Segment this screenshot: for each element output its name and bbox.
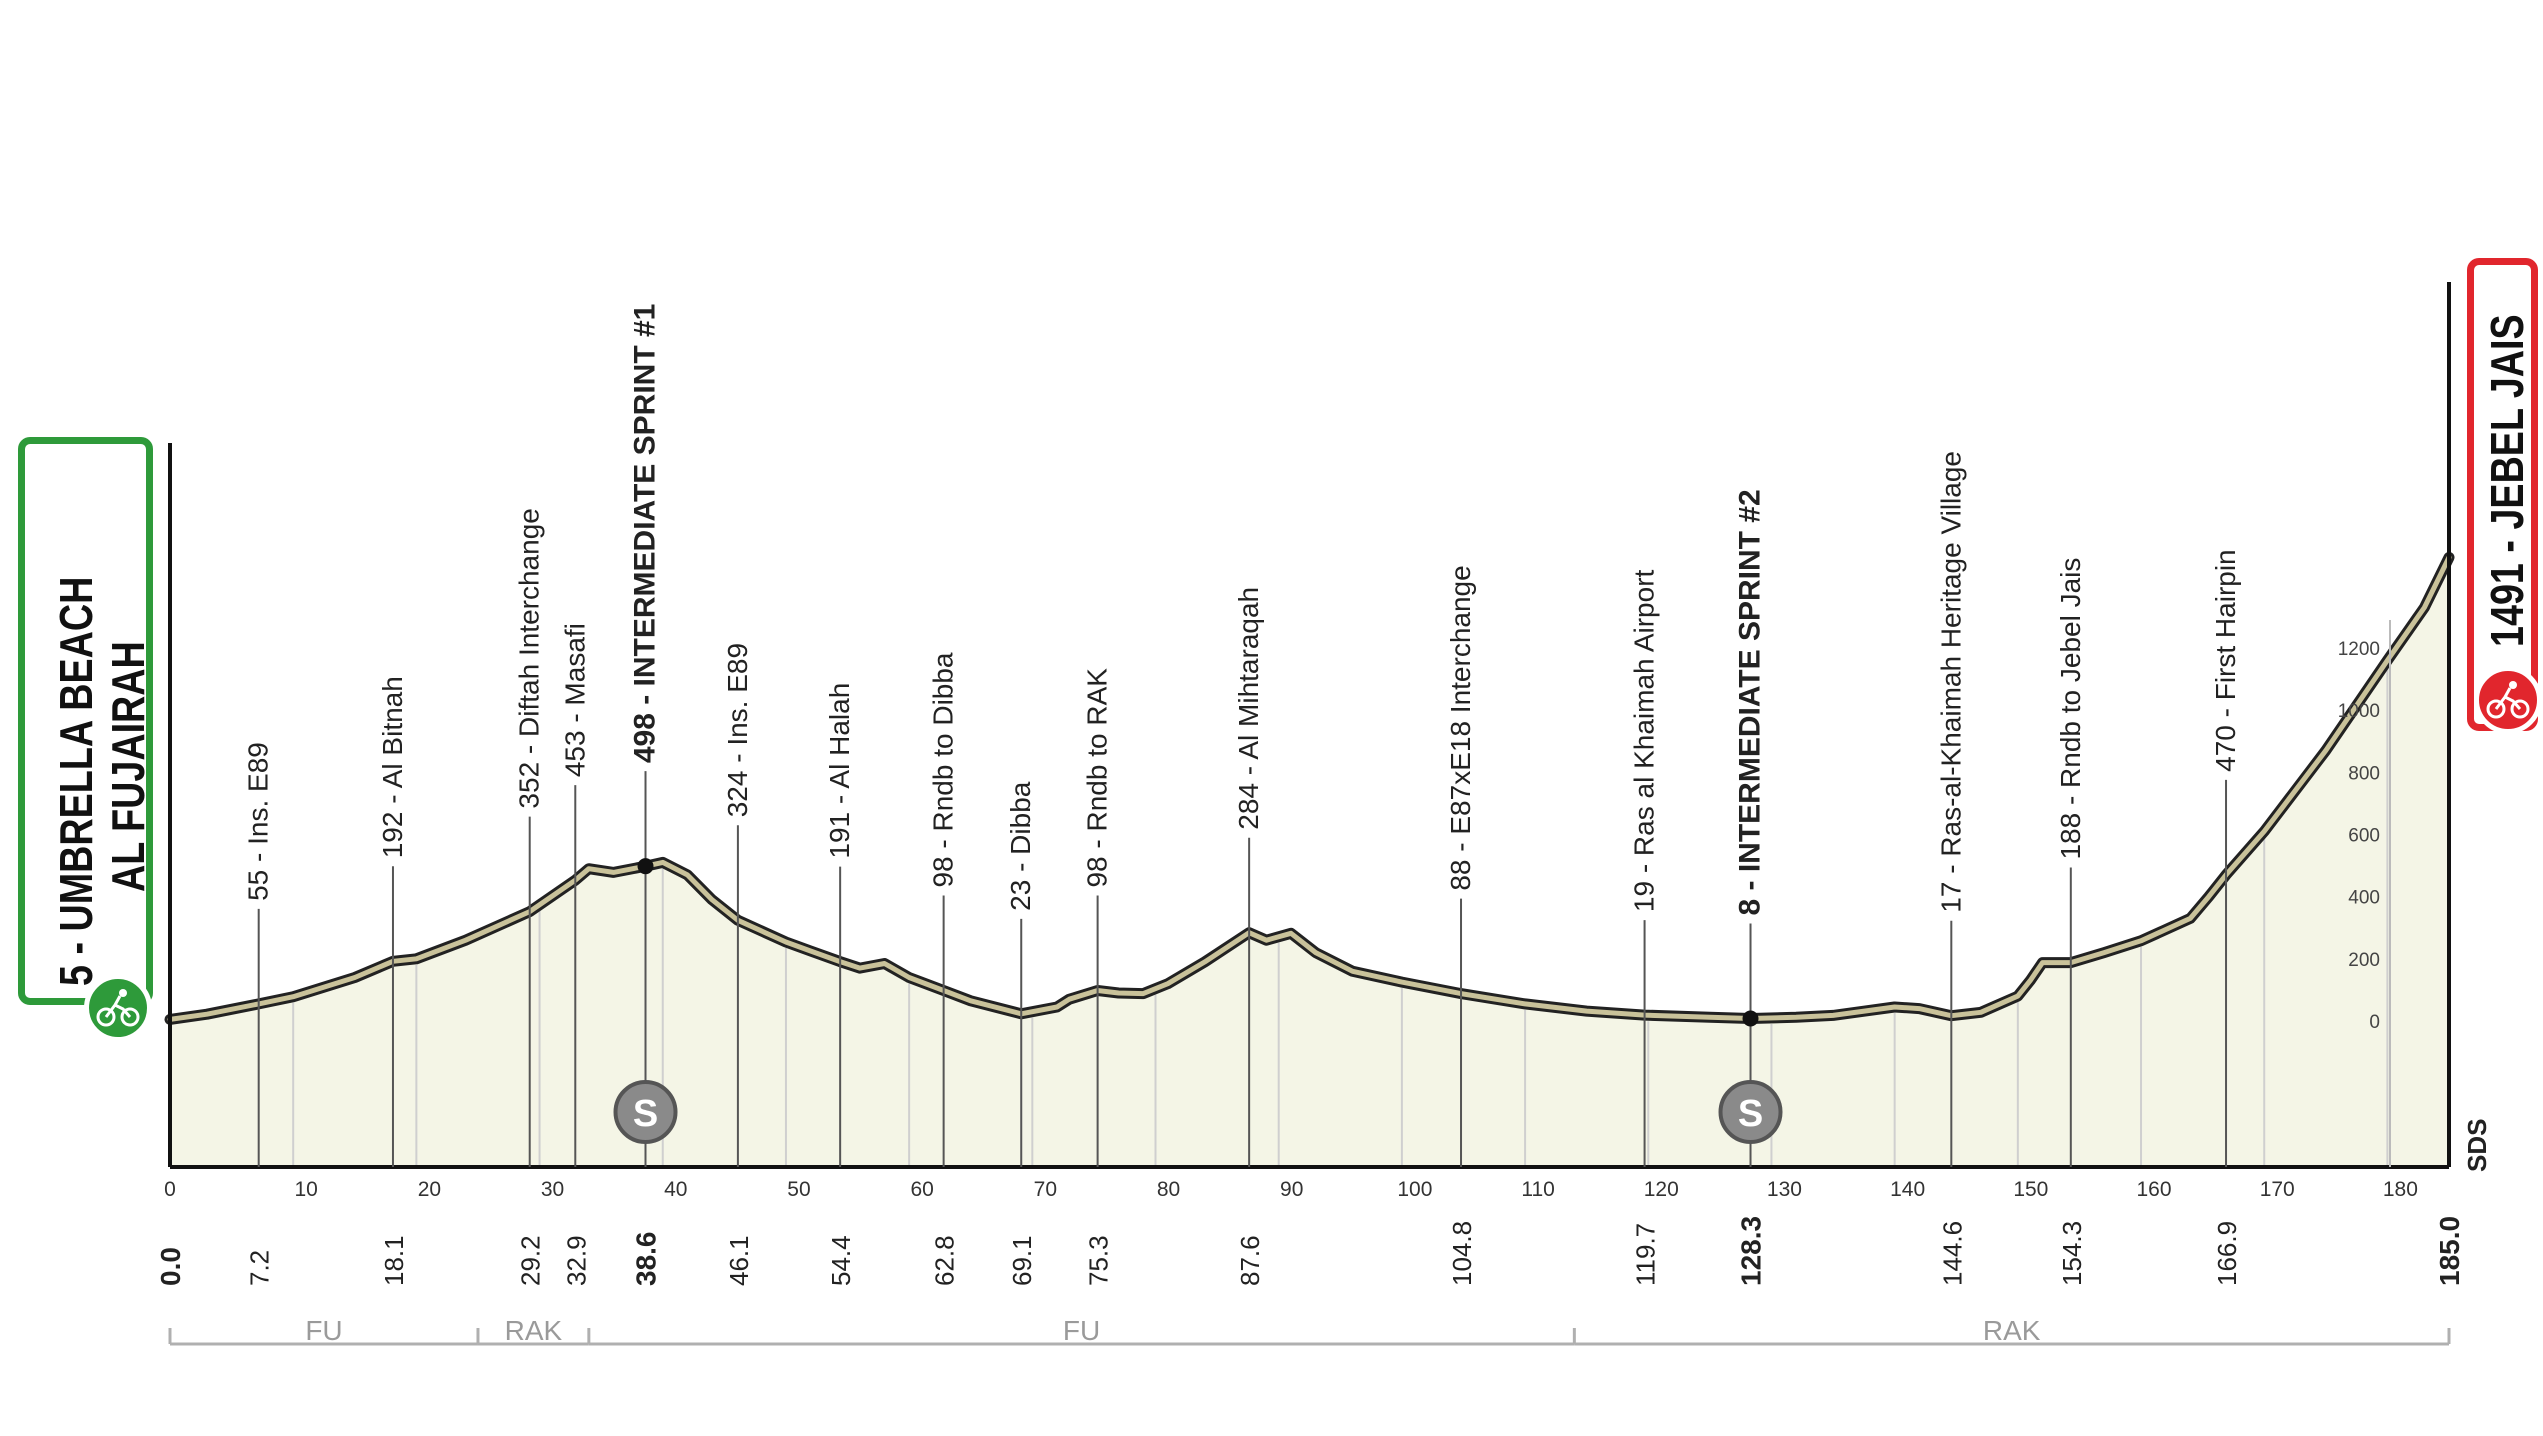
km-tick-label: 50: [787, 1178, 810, 1201]
waypoint-label: 498 - INTERMEDIATE SPRINT #1: [629, 304, 662, 764]
km-tick-label: 180: [2383, 1178, 2418, 1201]
waypoint-label: 8 - INTERMEDIATE SPRINT #2: [1734, 489, 1767, 915]
section-label: FU: [305, 1315, 342, 1346]
waypoint-km-label: 104.8: [1447, 1221, 1477, 1286]
sprint-icon: [613, 1080, 678, 1144]
waypoint-label: 284 - Al Mihtaraqah: [1233, 587, 1264, 830]
altitude-tick-label: 400: [2348, 888, 2380, 909]
waypoint-label: 188 - Rndb to Jebel Jais: [2055, 558, 2086, 860]
sprint-icon: [1718, 1080, 1783, 1144]
sprint-point: [1742, 1010, 1759, 1027]
waypoint-km-label: 18.1: [379, 1235, 409, 1286]
km-tick-label: 10: [295, 1178, 318, 1201]
km-tick-label: 100: [1397, 1178, 1432, 1201]
cyclist-icon: [2486, 681, 2530, 719]
waypoint-km-label: 0.0: [155, 1247, 186, 1286]
km-tick-label: 0: [164, 1178, 176, 1201]
sds-logo: SDS: [2462, 1119, 2492, 1172]
waypoint-km-label: 32.9: [561, 1235, 591, 1286]
waypoint-label: 98 - Rndb to RAK: [1082, 668, 1113, 888]
cyclist-icon: [96, 989, 140, 1027]
waypoint-label: 453 - Masafi: [559, 623, 590, 777]
waypoint-km-label: 154.3: [2057, 1221, 2087, 1286]
waypoint-km-label: 166.9: [2212, 1221, 2242, 1286]
waypoint-label: 98 - Rndb to Dibba: [928, 652, 959, 887]
km-tick-label: 130: [1767, 1178, 1802, 1201]
km-tick-label: 150: [2013, 1178, 2048, 1201]
km-tick-label: 40: [664, 1178, 687, 1201]
sprint-icon-label: S: [633, 1093, 658, 1135]
start-cyclist-icon: [84, 974, 152, 1042]
waypoint-km-label: 62.8: [930, 1235, 960, 1286]
altitude-tick-label: 1200: [2338, 639, 2380, 660]
waypoint-label: 352 - Diftah Interchange: [514, 508, 545, 808]
km-tick-label: 80: [1157, 1178, 1180, 1201]
waypoint-km-label: 46.1: [724, 1235, 754, 1286]
sprint-point: [637, 858, 654, 875]
waypoint-km-label: 29.2: [516, 1235, 546, 1286]
waypoint-km-label: 7.2: [245, 1250, 275, 1286]
start-location-line2: AL FUJAIRAH: [102, 641, 154, 892]
waypoint-label: 23 - Dibba: [1005, 781, 1036, 911]
waypoint-km-label: 87.6: [1235, 1235, 1265, 1286]
km-tick-label: 120: [1644, 1178, 1679, 1201]
start-location-line1: 5 - UMBRELLA BEACH: [50, 576, 102, 986]
altitude-tick-label: 200: [2348, 950, 2380, 971]
waypoint-label: 324 - Ins. E89: [722, 643, 753, 817]
waypoint-km-label: 144.6: [1937, 1221, 1967, 1286]
waypoint-km-label: 75.3: [1084, 1235, 1114, 1286]
km-tick-label: 160: [2137, 1178, 2172, 1201]
km-tick-label: 20: [418, 1178, 441, 1201]
section-label: FU: [1063, 1315, 1100, 1346]
waypoint-km-label: 185.0: [2434, 1216, 2465, 1286]
waypoint-label: 470 - First Hairpin: [2210, 549, 2241, 772]
altitude-tick-label: 600: [2348, 825, 2380, 846]
waypoint-km-label: 119.7: [1631, 1223, 1661, 1286]
km-tick-label: 60: [910, 1178, 933, 1201]
waypoint-km-label: 128.3: [1736, 1216, 1767, 1286]
waypoint-label: 19 - Ras al Khaimah Airport: [1629, 569, 1660, 912]
waypoint-label: 191 - Al Halah: [824, 683, 855, 859]
km-tick-label: 170: [2260, 1178, 2295, 1201]
waypoint-label: 88 - E87xE18 Interchange: [1445, 565, 1476, 890]
finish-location-text: 1491 - JEBEL JAIS: [2481, 314, 2533, 647]
waypoint-km-label: 69.1: [1007, 1235, 1037, 1286]
waypoint-label: 55 - Ins. E89: [243, 742, 274, 901]
section-label: RAK: [1983, 1315, 2041, 1346]
section-label: RAK: [505, 1315, 563, 1346]
waypoint-label: 17 - Ras-al-Khaimah Heritage Village: [1935, 451, 1966, 913]
waypoint-km-label: 38.6: [631, 1232, 662, 1287]
sprint-icon-label: S: [1738, 1093, 1763, 1135]
finish-cyclist-icon: [2474, 666, 2542, 734]
altitude-tick-label: 800: [2348, 763, 2380, 784]
km-tick-label: 140: [1890, 1178, 1925, 1201]
start-location-box: 5 - UMBRELLA BEACH AL FUJAIRAH: [18, 437, 154, 1005]
finish-location-box: 1491 - JEBEL JAIS: [2467, 258, 2538, 731]
km-tick-label: 30: [541, 1178, 564, 1201]
km-tick-label: 110: [1521, 1178, 1554, 1201]
waypoint-km-label: 54.4: [826, 1235, 856, 1286]
altitude-tick-label: 0: [2369, 1012, 2380, 1033]
profile-area: [170, 557, 2449, 1167]
km-tick-label: 90: [1280, 1178, 1303, 1201]
waypoint-label: 192 - Al Bitnah: [377, 676, 408, 858]
profile-line: [167, 554, 2452, 1022]
altitude-tick-label: 1000: [2338, 701, 2380, 722]
km-tick-label: 70: [1034, 1178, 1057, 1201]
